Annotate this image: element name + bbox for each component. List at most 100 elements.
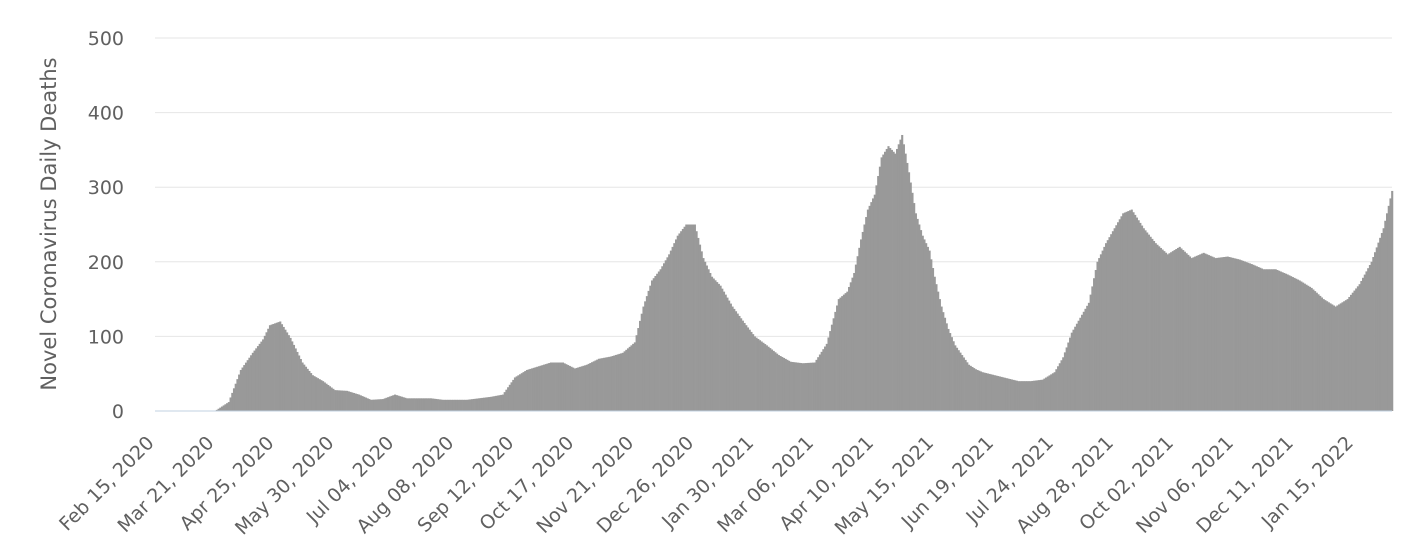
- daily-bar: [250, 355, 253, 411]
- daily-bar: [1029, 381, 1032, 411]
- daily-bar: [1134, 214, 1137, 411]
- daily-bar: [1329, 303, 1332, 411]
- daily-bar: [234, 383, 237, 411]
- daily-bar: [1315, 292, 1318, 411]
- daily-bar: [1002, 377, 1005, 411]
- daily-bar: [1187, 254, 1190, 411]
- daily-bar: [1033, 380, 1036, 411]
- daily-bar: [978, 370, 981, 411]
- daily-bar: [426, 398, 429, 411]
- daily-bar: [441, 399, 445, 411]
- daily-bar: [603, 357, 606, 411]
- daily-bar: [781, 356, 784, 411]
- daily-bar: [1003, 377, 1007, 411]
- daily-bar: [1380, 233, 1383, 411]
- daily-bar: [356, 394, 359, 411]
- daily-bar: [945, 323, 948, 411]
- daily-bar: [255, 348, 258, 411]
- daily-bar: [519, 374, 522, 411]
- daily-bar: [710, 276, 714, 411]
- daily-bar: [803, 363, 806, 411]
- daily-bar: [1278, 270, 1281, 411]
- daily-bar: [633, 342, 636, 411]
- daily-bar: [597, 358, 600, 411]
- daily-bar: [438, 399, 441, 411]
- daily-bar: [805, 363, 808, 411]
- daily-bar: [784, 358, 787, 411]
- daily-bar: [539, 365, 542, 411]
- daily-bar: [484, 397, 487, 411]
- daily-bar: [291, 341, 294, 411]
- daily-bar: [767, 346, 770, 411]
- daily-bar: [1105, 243, 1108, 411]
- daily-bar: [1039, 379, 1043, 411]
- daily-bar: [275, 322, 278, 411]
- daily-bar: [976, 369, 979, 411]
- daily-bar: [613, 355, 616, 411]
- daily-bar: [1087, 302, 1091, 411]
- daily-bar: [370, 399, 373, 411]
- daily-bar: [882, 154, 885, 411]
- daily-bar: [575, 367, 578, 411]
- daily-bar: [529, 368, 532, 411]
- y-tick-label: 500: [88, 28, 124, 50]
- daily-bar: [1017, 381, 1020, 411]
- daily-bar: [728, 300, 731, 411]
- daily-bar: [467, 399, 470, 411]
- daily-bar: [546, 363, 549, 411]
- daily-bar: [1019, 381, 1022, 411]
- daily-bar: [1362, 277, 1365, 411]
- daily-bar: [327, 384, 330, 411]
- daily-bar: [820, 351, 823, 411]
- daily-bar: [1120, 216, 1123, 411]
- daily-bar: [925, 243, 928, 411]
- daily-bar: [1350, 294, 1353, 411]
- daily-bar: [382, 399, 385, 411]
- daily-bar: [639, 320, 642, 411]
- daily-bar: [986, 373, 989, 411]
- daily-bar: [981, 372, 984, 411]
- daily-bar: [570, 366, 573, 411]
- y-tick-label: 100: [88, 326, 124, 348]
- daily-bar: [311, 375, 314, 411]
- daily-bar: [320, 380, 323, 411]
- daily-bar: [1091, 286, 1094, 411]
- daily-bar: [1117, 222, 1120, 411]
- daily-bar: [1336, 305, 1339, 411]
- daily-bar: [991, 374, 995, 411]
- daily-bar: [885, 148, 888, 411]
- daily-bar: [796, 362, 799, 411]
- daily-bar: [911, 192, 914, 411]
- daily-bar: [928, 250, 931, 411]
- daily-bar: [411, 398, 414, 411]
- daily-bar: [716, 282, 719, 411]
- daily-bar: [998, 376, 1001, 411]
- daily-bar: [1218, 257, 1221, 411]
- daily-bar: [1065, 347, 1068, 411]
- daily-bar: [548, 363, 551, 411]
- daily-bar: [306, 368, 309, 411]
- daily-bar: [651, 280, 654, 411]
- daily-bar: [443, 399, 446, 411]
- daily-bar: [1045, 377, 1048, 411]
- daily-bar: [640, 313, 643, 411]
- daily-bar: [477, 398, 481, 411]
- daily-bar: [304, 366, 308, 411]
- daily-bar: [1324, 300, 1327, 411]
- daily-bar: [1070, 332, 1073, 411]
- daily-bar: [419, 398, 422, 411]
- daily-bar: [568, 365, 571, 411]
- daily-bar: [604, 357, 607, 411]
- daily-bar: [1308, 286, 1312, 411]
- daily-bar: [414, 398, 417, 411]
- daily-bar: [534, 367, 537, 411]
- daily-bar: [798, 362, 801, 411]
- daily-bar: [933, 276, 936, 411]
- daily-bar: [1307, 285, 1310, 411]
- daily-bar: [1139, 222, 1142, 411]
- daily-bar: [904, 153, 907, 411]
- daily-bar: [644, 301, 647, 411]
- daily-bar: [1243, 261, 1246, 411]
- daily-bar: [1303, 283, 1306, 411]
- daily-bar: [786, 359, 789, 411]
